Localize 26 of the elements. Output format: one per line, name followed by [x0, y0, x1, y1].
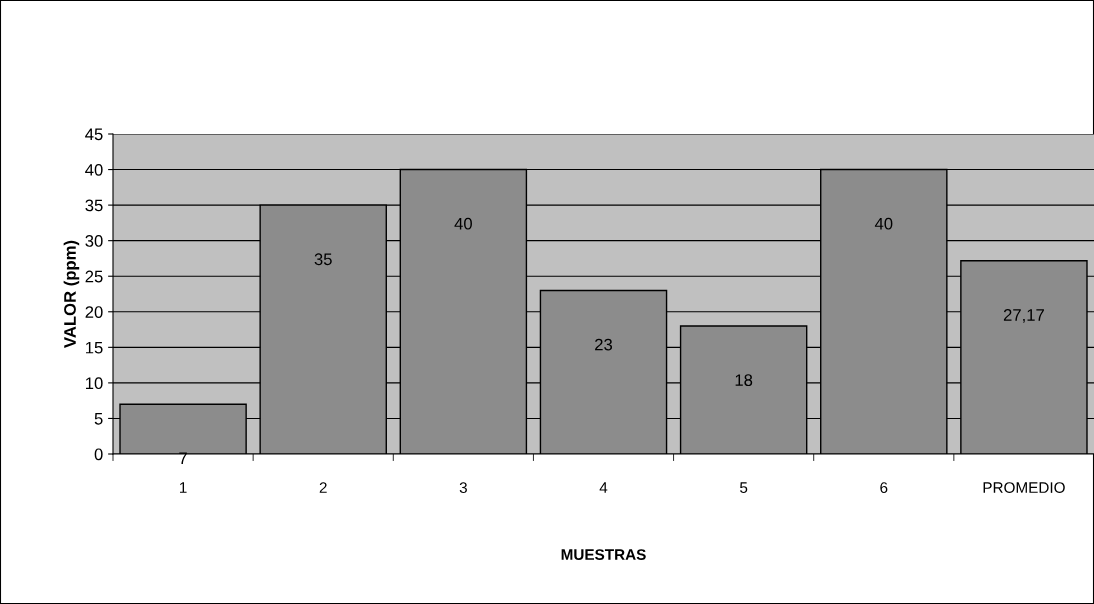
- x-tick-label: 4: [599, 482, 608, 493]
- data-label: 7: [179, 452, 187, 465]
- y-tick-label: 5: [94, 413, 103, 425]
- data-label: 35: [314, 253, 332, 266]
- y-tick-label: 40: [85, 163, 103, 176]
- y-tick-label: 35: [85, 199, 103, 212]
- y-tick-label: 45: [85, 128, 103, 141]
- x-tick-label: 3: [459, 482, 467, 493]
- x-tick-label: 2: [319, 482, 327, 493]
- data-label: 27,17: [1003, 309, 1044, 323]
- y-tick-label: 25: [85, 270, 103, 283]
- y-tick-label: 20: [85, 306, 103, 318]
- x-tick-label: 1: [179, 482, 187, 493]
- y-axis-title: VALOR (ppm): [63, 240, 80, 348]
- y-tick-label: 0: [94, 448, 103, 461]
- x-tick-label: 5: [740, 482, 748, 493]
- y-tick-label: 30: [85, 235, 103, 247]
- x-tick-label: PROMEDIO: [983, 482, 1065, 493]
- x-axis-title: MUESTRAS: [561, 549, 646, 561]
- x-tick-label: 6: [880, 482, 888, 493]
- data-label: 40: [454, 217, 472, 230]
- data-label: 40: [874, 217, 893, 230]
- data-label: 18: [735, 374, 753, 387]
- y-tick-label: 15: [86, 341, 103, 354]
- data-label: 23: [595, 338, 613, 351]
- y-tick-label: 10: [86, 377, 103, 390]
